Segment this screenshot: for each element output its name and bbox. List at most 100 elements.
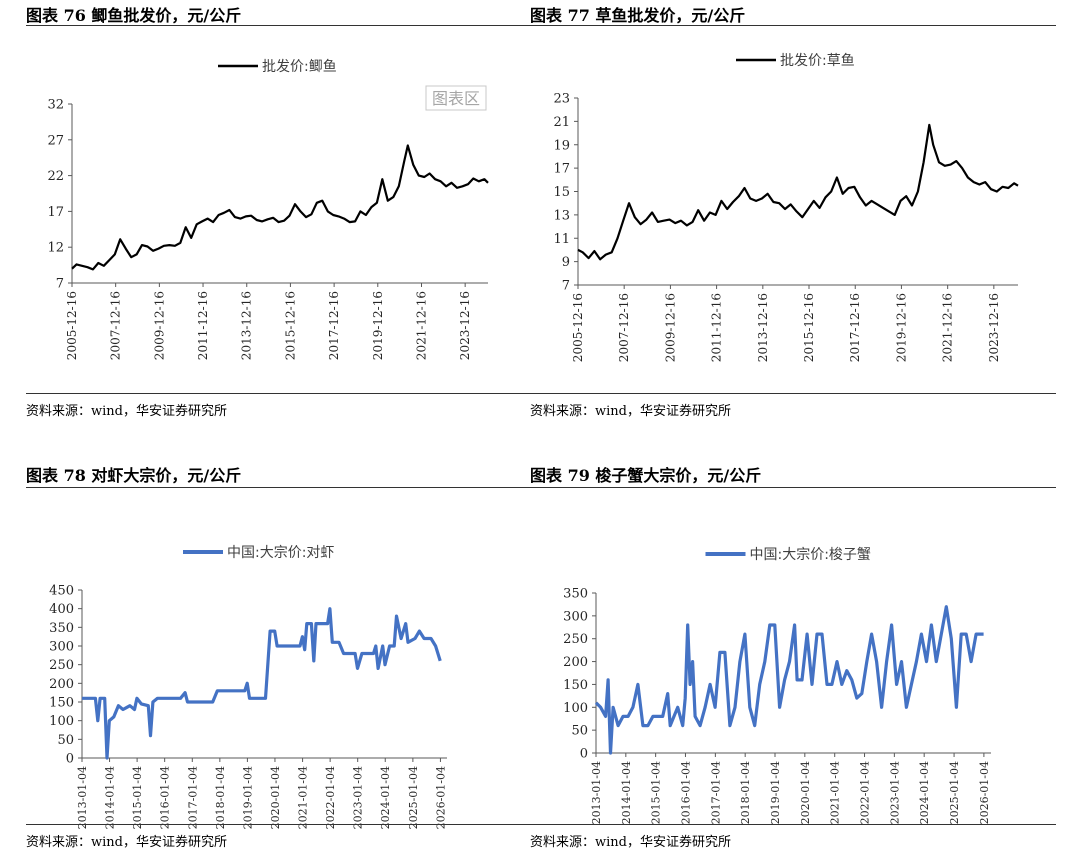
title-rule: [530, 25, 1056, 26]
data-point: [401, 638, 402, 639]
data-point: [456, 187, 457, 188]
data-point: [136, 698, 137, 699]
data-point: [594, 251, 595, 252]
source-note: 资料来源：wind，华安证券研究所: [26, 404, 227, 419]
source-rule: [26, 824, 552, 825]
data-point: [628, 716, 629, 717]
y-tick-label: 9: [562, 255, 570, 270]
y-tick-label: 0: [66, 752, 74, 767]
data-point: [240, 218, 241, 219]
data-point: [311, 623, 312, 624]
data-point: [484, 179, 485, 180]
data-point: [600, 259, 601, 260]
data-point: [396, 616, 397, 617]
y-tick-label: 250: [563, 632, 588, 647]
series-line: [577, 123, 1019, 261]
y-tick-label: 19: [553, 138, 570, 153]
data-point: [622, 716, 623, 717]
title-rule: [26, 487, 552, 488]
data-point: [174, 245, 175, 246]
series-line: [82, 607, 442, 760]
data-point: [283, 220, 284, 221]
data-point: [316, 202, 317, 203]
data-point: [329, 608, 330, 609]
data-point: [807, 208, 808, 209]
y-tick-label: 27: [47, 133, 64, 148]
data-point: [371, 207, 372, 208]
data-point: [349, 222, 350, 223]
data-point: [171, 698, 172, 699]
data-point: [617, 238, 618, 239]
data-point: [921, 634, 922, 635]
x-tick-label: 2009-12-16: [152, 291, 166, 360]
data-point: [270, 630, 271, 631]
data-point: [430, 638, 431, 639]
source-note: 资料来源：wind，华安证券研究所: [530, 835, 731, 850]
data-point: [841, 684, 842, 685]
data-point: [103, 265, 104, 266]
x-tick-label: 2021-12-16: [414, 291, 428, 360]
data-point: [125, 248, 126, 249]
data-point: [657, 716, 658, 717]
data-point: [685, 698, 686, 699]
x-tick-label: 2025-01-04: [948, 761, 961, 824]
data-point: [185, 227, 186, 228]
x-tick-label: 2016-01-04: [159, 766, 172, 829]
x-tick-label: 2014-01-04: [620, 761, 633, 824]
data-point: [97, 720, 98, 721]
data-point: [705, 707, 706, 708]
x-tick-label: 2015-01-04: [650, 761, 663, 824]
data-point: [355, 653, 356, 654]
y-tick-label: 50: [571, 724, 588, 739]
y-tick-label: 17: [47, 205, 64, 220]
data-point: [744, 634, 745, 635]
data-point: [595, 702, 596, 703]
data-point: [662, 716, 663, 717]
panel-78: 图表 78 对虾大宗价，元/公斤 中国:大宗价:对虾 0 50 100 150 200 25…: [26, 460, 552, 860]
x-tick-label: 2014-01-04: [104, 766, 117, 829]
data-point: [487, 182, 488, 183]
data-point: [848, 187, 849, 188]
data-point: [692, 661, 693, 662]
data-point: [961, 634, 962, 635]
x-tick-label: 2022-01-04: [859, 761, 872, 824]
data-point: [667, 693, 668, 694]
watermark-box: [425, 85, 487, 111]
data-point: [933, 144, 934, 145]
data-point: [100, 698, 101, 699]
panel-77: 图表 77 草鱼批发价，元/公斤 批发价:草鱼 7 9 11 13 15 17 19 21 23 2…: [530, 0, 1056, 430]
source-rule: [26, 393, 552, 394]
data-point: [289, 215, 290, 216]
data-point: [686, 225, 687, 226]
data-point: [967, 177, 968, 178]
data-point: [886, 661, 887, 662]
data-point: [152, 250, 153, 251]
x-tick-label: 2017-01-04: [186, 766, 199, 829]
data-point: [826, 684, 827, 685]
x-tick-label: 2013-01-04: [590, 761, 603, 824]
data-point: [894, 214, 895, 215]
data-point: [158, 248, 159, 249]
x-tick-label: 2017-01-04: [709, 761, 722, 824]
data-point: [418, 175, 419, 176]
data-point: [207, 218, 208, 219]
y-tick-label: 15: [553, 185, 570, 200]
data-point: [446, 186, 447, 187]
data-point: [180, 242, 181, 243]
data-point: [790, 204, 791, 205]
data-point: [764, 661, 765, 662]
data-point: [365, 214, 366, 215]
data-point: [265, 698, 266, 699]
data-point: [871, 200, 872, 201]
data-point: [881, 707, 882, 708]
data-point: [663, 220, 664, 221]
data-point: [95, 698, 96, 699]
data-point: [218, 214, 219, 215]
data-point: [440, 660, 441, 661]
source-note: 资料来源：wind，华安证券研究所: [530, 404, 731, 419]
data-point: [343, 653, 344, 654]
y-tick-label: 250: [49, 658, 74, 673]
data-point: [926, 661, 927, 662]
data-point: [794, 624, 795, 625]
y-tick-label: 0: [580, 747, 588, 762]
